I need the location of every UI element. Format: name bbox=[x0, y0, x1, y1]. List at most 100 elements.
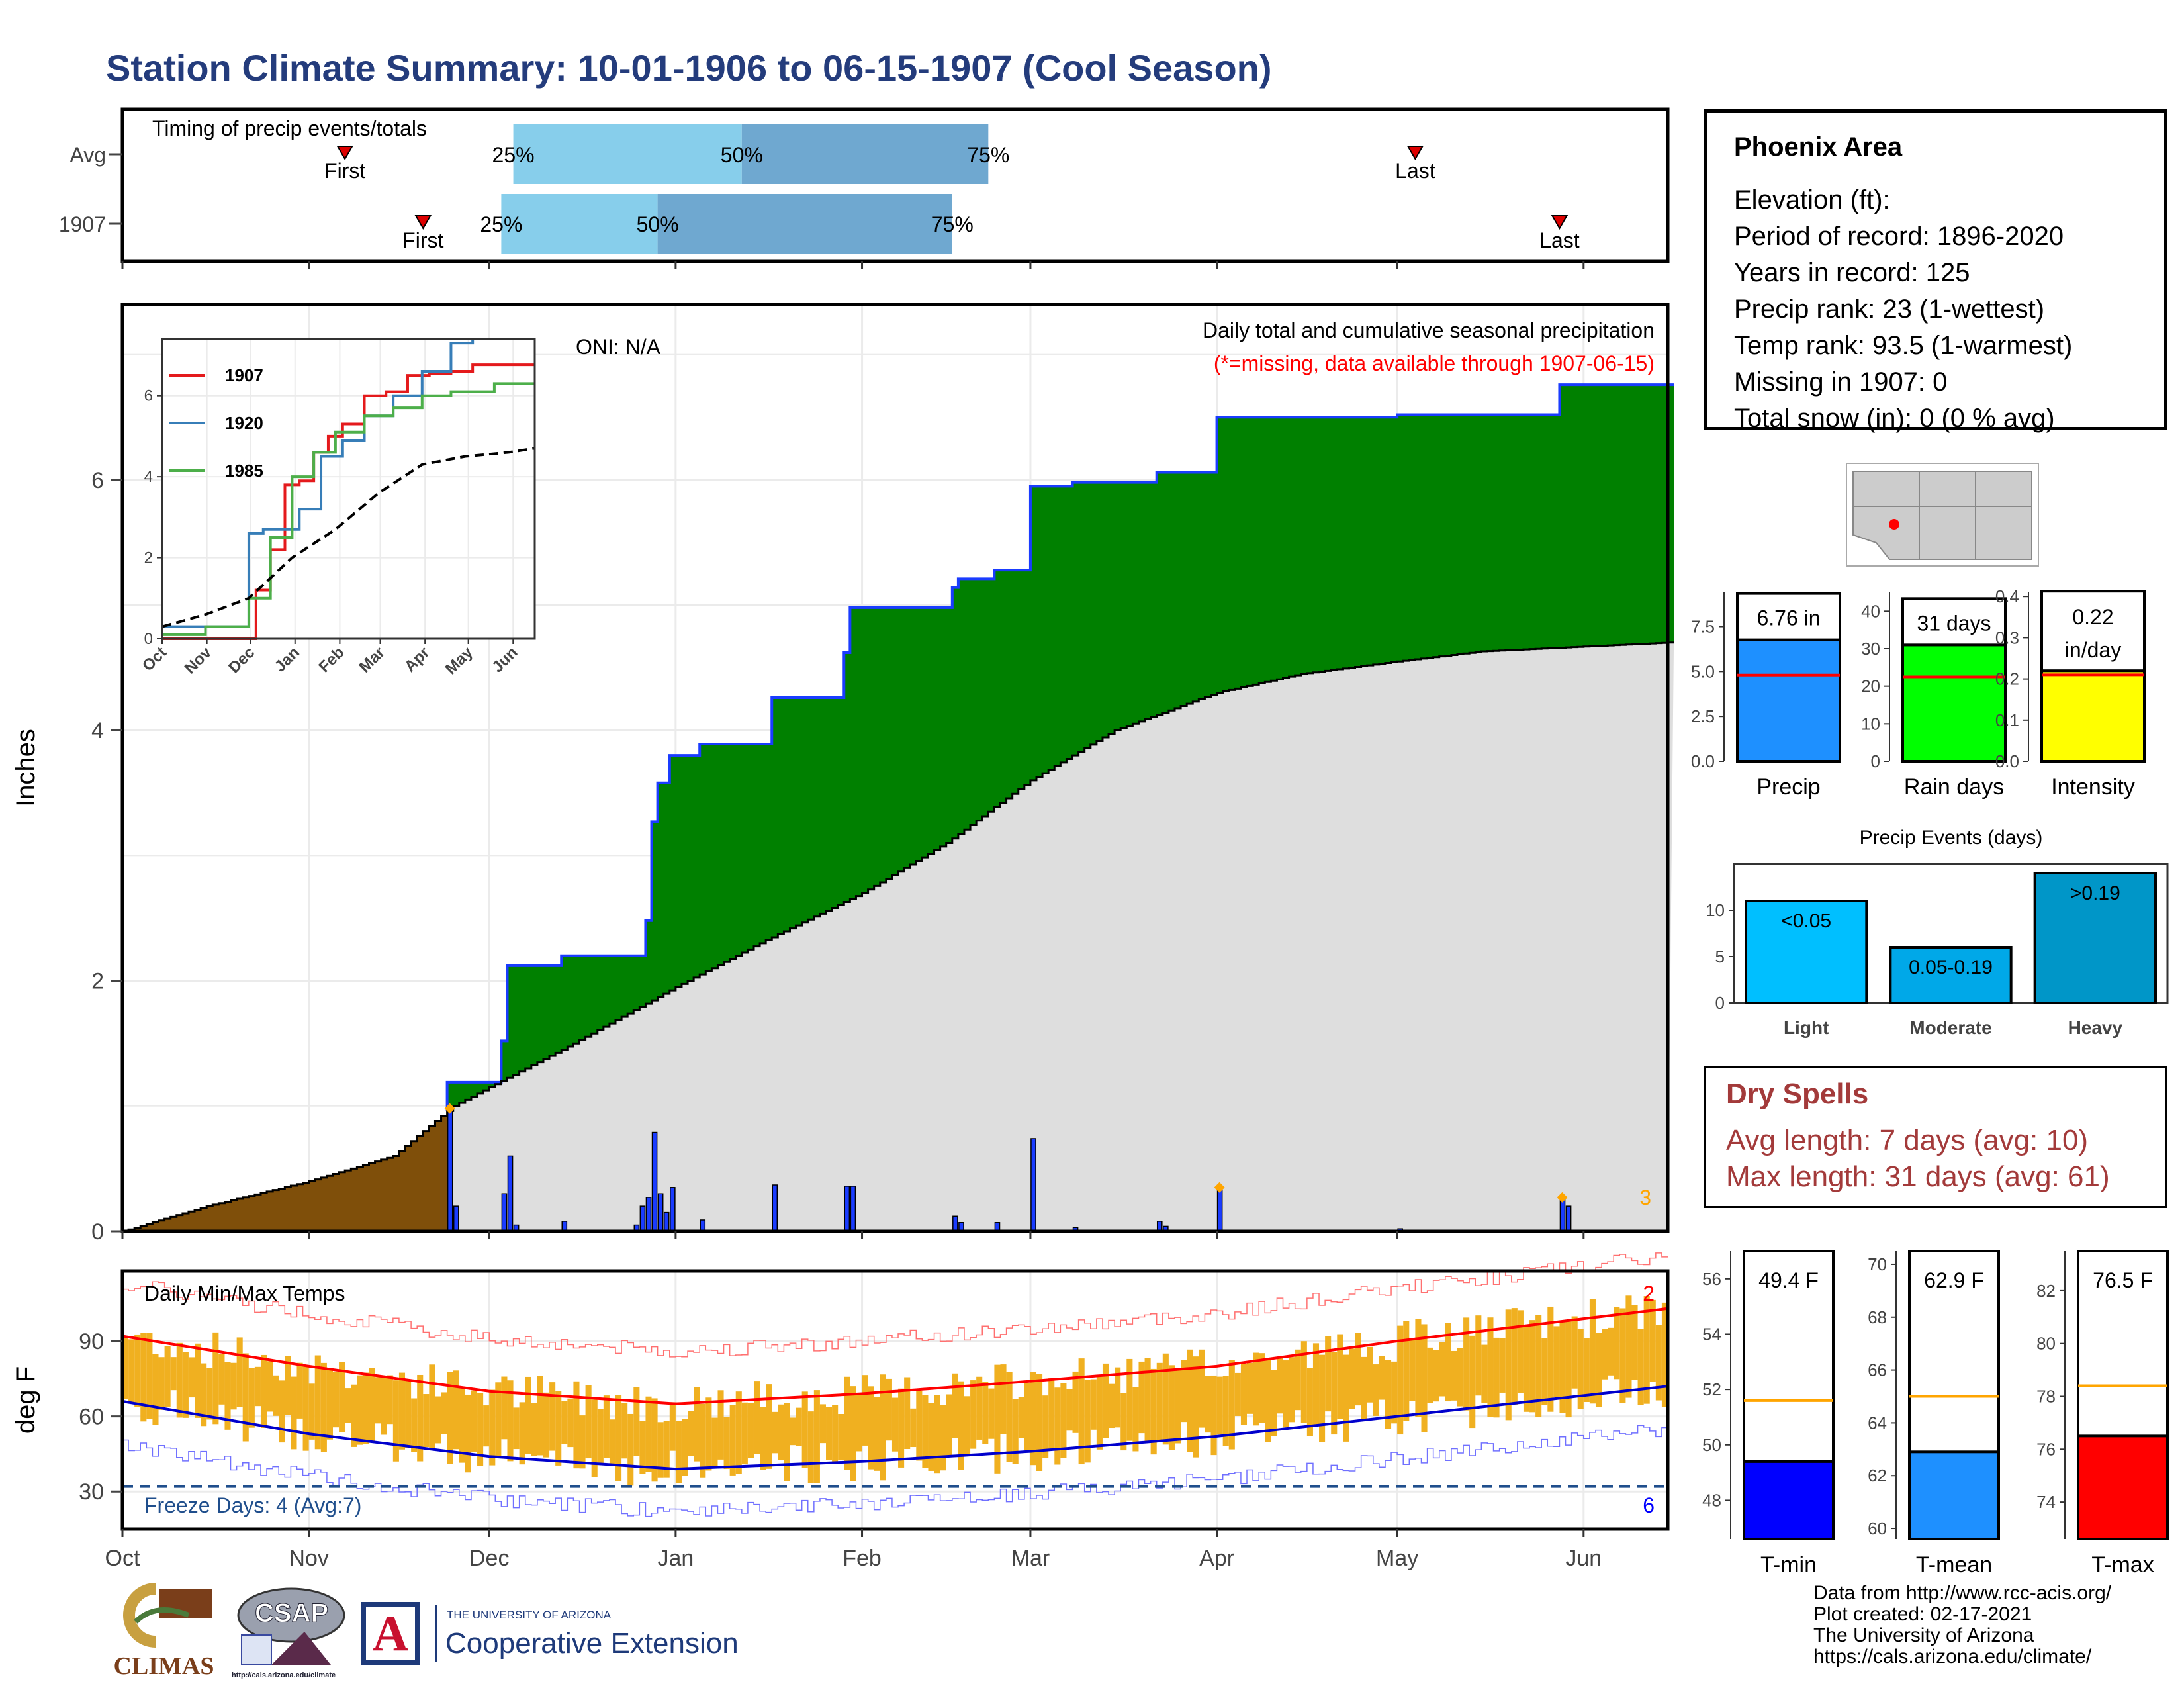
daily-temp-bar bbox=[1355, 1333, 1361, 1406]
daily-temp-bar bbox=[1012, 1399, 1019, 1464]
inset-y-tick-label: 2 bbox=[144, 549, 153, 567]
daily-temp-bar bbox=[1066, 1389, 1073, 1431]
daily-temp-bar bbox=[1457, 1348, 1464, 1407]
station-location-marker bbox=[1889, 519, 1899, 530]
daily-temp-bar bbox=[267, 1361, 273, 1412]
daily-temp-bar bbox=[1120, 1393, 1127, 1451]
daily-temp-bar bbox=[729, 1405, 736, 1476]
inset-y-tick-label: 4 bbox=[144, 468, 153, 486]
daily-temp-bar bbox=[1331, 1352, 1338, 1435]
daily-temp-bar bbox=[988, 1388, 995, 1439]
temp-count-bottom: 6 bbox=[1643, 1493, 1655, 1517]
events-title: Precip Events (days) bbox=[1860, 827, 2043, 849]
daily-temp-bar bbox=[898, 1388, 905, 1468]
deficit-area bbox=[122, 1111, 453, 1231]
daily-temp-bar bbox=[423, 1394, 430, 1448]
daily-temp-bar bbox=[976, 1376, 983, 1440]
daily-temp-bar bbox=[1553, 1326, 1560, 1398]
daily-temp-bar bbox=[760, 1407, 766, 1470]
daily-precip-bar bbox=[1565, 1205, 1572, 1232]
daily-temp-bar bbox=[886, 1378, 892, 1441]
precip-y-tick-label: 0 bbox=[91, 1219, 104, 1244]
daily-temp-bar bbox=[1162, 1353, 1169, 1445]
daily-temp-bar bbox=[1300, 1341, 1307, 1423]
daily-temp-bar bbox=[1373, 1364, 1379, 1416]
daily-temp-bar bbox=[1614, 1307, 1620, 1380]
daily-temp-bar bbox=[1427, 1347, 1433, 1403]
credit-date: Plot created: 02-17-2021 bbox=[1813, 1603, 2032, 1625]
map-region bbox=[1852, 471, 2032, 560]
daily-temp-bar bbox=[1559, 1321, 1566, 1413]
daily-temp-bar bbox=[525, 1376, 531, 1454]
events-category-label: Heavy bbox=[2068, 1017, 2123, 1038]
daily-temp-bar bbox=[796, 1407, 802, 1446]
month-x-tick-label: Feb bbox=[842, 1546, 882, 1571]
daily-temp-bar bbox=[1000, 1364, 1007, 1434]
daily-precip-bar bbox=[1216, 1187, 1223, 1232]
summary-bar-label: Rain days bbox=[1904, 774, 2004, 800]
daily-temp-bar bbox=[1661, 1302, 1668, 1407]
daily-temp-bar bbox=[1090, 1379, 1097, 1430]
daily-temp-bar bbox=[723, 1417, 730, 1470]
temp-summary-y-tick-label: 50 bbox=[1702, 1435, 1721, 1455]
average-cumulative-line bbox=[122, 641, 1674, 1233]
temp-summary-y-tick-label: 56 bbox=[1702, 1269, 1721, 1289]
average-cumulative-area bbox=[122, 642, 1674, 1231]
daily-temp-bar bbox=[320, 1362, 327, 1452]
daily-temp-bar bbox=[1216, 1376, 1223, 1435]
daily-temp-bar bbox=[1126, 1358, 1133, 1441]
daily-temp-bar bbox=[778, 1404, 784, 1460]
daily-temp-bar bbox=[1631, 1305, 1638, 1380]
daily-temp-bar bbox=[1643, 1296, 1650, 1404]
csap-logo-text: CSAP bbox=[254, 1599, 329, 1628]
daily-temp-bar bbox=[958, 1381, 964, 1470]
first-label: First bbox=[402, 228, 443, 252]
daily-temp-bar bbox=[1349, 1348, 1355, 1409]
daily-temp-bar bbox=[1265, 1358, 1271, 1442]
ua-divider bbox=[435, 1605, 437, 1662]
temp-summary-y-tick-label: 74 bbox=[2036, 1492, 2056, 1512]
daily-temp-bar bbox=[1277, 1357, 1283, 1414]
credit-university: The University of Arizona bbox=[1813, 1624, 2034, 1646]
daily-precip-bar bbox=[651, 1131, 658, 1232]
daily-temp-bar bbox=[1024, 1383, 1030, 1451]
daily-temp-bar bbox=[1109, 1383, 1115, 1429]
daily-temp-bar bbox=[1150, 1368, 1157, 1455]
daily-precip-bar bbox=[952, 1215, 958, 1232]
timing-pct-label: 50% bbox=[637, 212, 679, 236]
daily-temp-bar bbox=[1295, 1349, 1301, 1411]
daily-temp-bar bbox=[489, 1389, 496, 1466]
daily-temp-bar bbox=[1469, 1335, 1476, 1429]
daily-temp-bar bbox=[1036, 1374, 1043, 1472]
summary-y-tick-label: 10 bbox=[1861, 714, 1880, 733]
daily-temp-bar bbox=[351, 1384, 357, 1447]
daily-temp-bar bbox=[254, 1366, 261, 1407]
daily-temp-bar bbox=[477, 1393, 484, 1466]
summary-y-tick-label: 0.0 bbox=[1691, 751, 1715, 771]
summary-value-bar bbox=[1901, 643, 2007, 763]
timing-pct-label: 50% bbox=[721, 143, 763, 167]
daily-temp-bar bbox=[874, 1397, 880, 1471]
precip-panel-border bbox=[120, 303, 1670, 1233]
daily-temp-bar bbox=[567, 1398, 574, 1448]
summary-value-label: 0.22 bbox=[2072, 605, 2113, 629]
climas-logo: CLIMAS bbox=[109, 1582, 218, 1680]
daily-temp-bar bbox=[459, 1387, 465, 1463]
last-label: Last bbox=[1395, 159, 1435, 183]
daily-temp-bar bbox=[417, 1374, 424, 1462]
summary-value-box bbox=[2040, 590, 2146, 673]
daily-temp-bar bbox=[819, 1404, 827, 1444]
summary-bar-label: Intensity bbox=[2051, 774, 2135, 800]
daily-temp-bar bbox=[195, 1343, 201, 1418]
month-x-tick-label: Mar bbox=[1011, 1546, 1050, 1571]
daily-temp-bar bbox=[134, 1334, 141, 1407]
csap-logo: CSAP http://cals.arizona.edu/climate bbox=[232, 1585, 351, 1685]
daily-temp-bar bbox=[1409, 1338, 1416, 1401]
inset-panel-border bbox=[161, 338, 536, 640]
temp-summary-label: T-mean bbox=[1916, 1552, 1992, 1577]
daily-temp-bar bbox=[1048, 1378, 1055, 1450]
daily-temp-bar bbox=[212, 1332, 219, 1425]
daily-temp-bar bbox=[1247, 1362, 1253, 1414]
daily-temp-bar bbox=[1306, 1368, 1313, 1436]
daily-temp-bar bbox=[308, 1383, 315, 1440]
